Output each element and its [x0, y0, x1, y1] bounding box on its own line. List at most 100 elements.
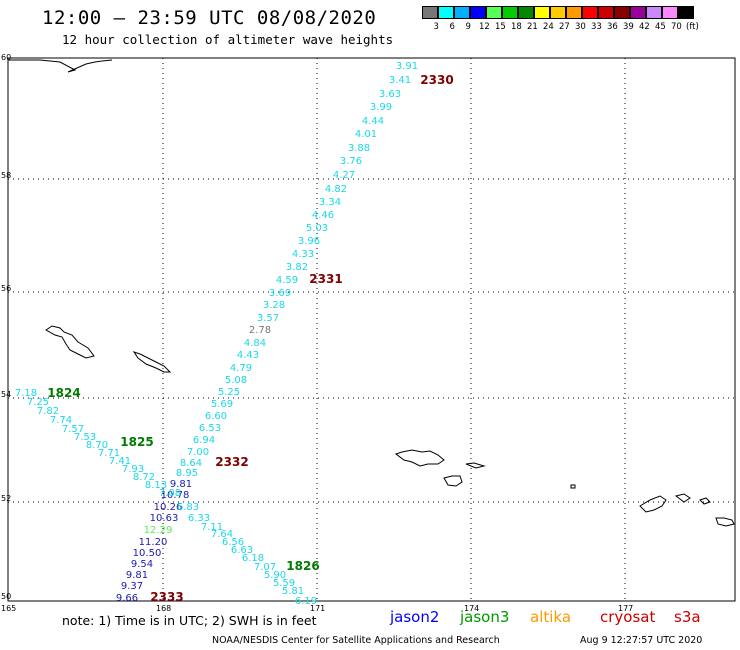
track-a-wave-height: 3.99	[370, 102, 392, 113]
track-a-wave-height: 3.34	[319, 197, 341, 208]
satellite-legend-s3a: s3a	[674, 608, 701, 626]
track-b-wave-height: 6.19	[295, 596, 317, 607]
aleutian-island-f	[674, 493, 691, 503]
colorbar-label: 21	[527, 22, 538, 32]
track-a-wave-height: 5.25	[218, 387, 240, 398]
aleutian-island-b	[443, 475, 463, 487]
track-a-wave-height: 5.03	[306, 223, 328, 234]
aleutian-islet-d	[570, 484, 576, 489]
track-b-wave-height: 7.25	[27, 397, 49, 408]
footer-note: note: 1) Time is in UTC; 2) SWH is in fe…	[62, 613, 317, 628]
lat-lon-grid	[8, 58, 735, 601]
latitude-tick-label: 52	[1, 494, 11, 503]
track-b-wave-height: 6.33	[188, 513, 210, 524]
track-a-wave-height: 3.41	[389, 75, 411, 86]
pass-time-label: 1825	[120, 435, 153, 449]
colorbar-label: 33	[591, 22, 602, 32]
pass-time-label: 1824	[47, 386, 80, 400]
track-b-wave-height: 5.81	[282, 586, 304, 597]
track-b-wave-height: 7.41	[109, 456, 131, 467]
track-b-wave-height: 6.83	[177, 502, 199, 513]
track-b-wave-height: 7.71	[98, 448, 120, 459]
longitude-tick-label: 168	[156, 604, 171, 613]
colorbar-label: 27	[559, 22, 570, 32]
track-a-wave-height: 3.76	[340, 156, 362, 167]
track-a-wave-height: 10.50	[133, 548, 162, 559]
colorbar-label: 3	[433, 22, 439, 32]
map-frame	[7, 57, 736, 602]
colorbar-swatch	[662, 6, 678, 19]
track-a-wave-height: 4.59	[276, 275, 298, 286]
track-a-wave-height: 4.46	[312, 210, 334, 221]
colorbar-swatch	[566, 6, 582, 19]
track-a-wave-height: 3.57	[257, 313, 279, 324]
track-a-wave-height: 8.64	[180, 458, 202, 469]
colorbar-label: 39	[623, 22, 634, 32]
track-a-wave-height: 9.54	[131, 559, 153, 570]
track-a-wave-height: 12.29	[144, 525, 173, 536]
credit-line: NOAA/NESDIS Center for Satellite Applica…	[212, 635, 500, 646]
track-b-wave-height: 7.74	[50, 415, 72, 426]
aleutian-island-g	[699, 497, 711, 505]
track-b-wave-height: 7.07	[254, 562, 276, 573]
colorbar-swatch	[422, 6, 438, 19]
track-a-wave-height: 4.27	[333, 170, 355, 181]
colorbar-swatch	[598, 6, 614, 19]
colorbar-label: 45	[655, 22, 666, 32]
colorbar-label: 12	[479, 22, 490, 32]
track-a-wave-height: 9.81	[170, 479, 192, 490]
colorbar-label: 6	[449, 22, 455, 32]
latitude-tick-label: 54	[1, 390, 11, 399]
track-b-wave-height: 7.82	[37, 406, 59, 417]
track-a-wave-height: 3.63	[379, 89, 401, 100]
latitude-tick-label: 60	[1, 53, 11, 62]
colorbar-label: 36	[607, 22, 618, 32]
longitude-tick-label: 177	[618, 604, 633, 613]
track-a-wave-height: 8.95	[176, 468, 198, 479]
track-a-wave-height: 3.91	[396, 61, 418, 72]
colorbar-swatch	[630, 6, 646, 19]
track-a-wave-height: 9.81	[126, 570, 148, 581]
colorbar-label: 18	[511, 22, 522, 32]
track-a-wave-height: 7.00	[187, 447, 209, 458]
landmass-outlines	[8, 59, 735, 527]
pass-time-label: 2332	[215, 455, 248, 469]
latitude-tick-label: 58	[1, 171, 11, 180]
pass-time-label: 2333	[150, 590, 183, 604]
track-a-wave-height: 5.69	[211, 399, 233, 410]
colorbar-swatch	[534, 6, 550, 19]
track-a-wave-height: 3.88	[348, 143, 370, 154]
colorbar-legend	[422, 6, 694, 19]
colorbar-label: 15	[495, 22, 506, 32]
track-a-wave-height: 3.82	[286, 262, 308, 273]
aleutian-island-h	[715, 517, 735, 527]
track-a-wave-height: 5.08	[225, 375, 247, 386]
track-b-wave-height: 7.08	[159, 488, 181, 499]
colorbar-swatch	[470, 6, 486, 19]
alaska-peninsula-coast	[8, 59, 113, 73]
colorbar-swatch	[454, 6, 470, 19]
colorbar-swatch	[518, 6, 534, 19]
satellite-legend-jason3: jason3	[460, 608, 510, 626]
page-title: 12:00 — 23:59 UTC 08/08/2020	[42, 7, 377, 29]
track-a-wave-height: 10.78	[161, 490, 190, 501]
track-b-wave-height: 5.90	[264, 570, 286, 581]
pass-time-labels: 2330 2331 2332 2333 1824 1825 1826	[47, 73, 453, 604]
track-a-wave-height: 9.37	[121, 581, 143, 592]
colorbar-label: 30	[575, 22, 586, 32]
satellite-legend-altika: altika	[530, 608, 572, 626]
colorbar-swatch	[486, 6, 502, 19]
track-a-wave-height: 4.82	[325, 184, 347, 195]
track-a-wave-height: 4.43	[237, 350, 259, 361]
track-a-wave-height: 10.63	[150, 513, 179, 524]
track-a-wave-height: 6.94	[193, 435, 215, 446]
longitude-tick-label: 174	[464, 604, 479, 613]
latitude-tick-label: 50	[1, 592, 11, 601]
track-a-wave-height: 3.96	[298, 236, 320, 247]
track-a-wave-height: 9.66	[116, 593, 138, 604]
colorbar-label: 9	[465, 22, 471, 32]
satellite-legend-jason2: jason2	[390, 608, 440, 626]
track-b-wave-height: 7.11	[201, 522, 223, 533]
longitude-tick-label: 165	[1, 604, 16, 613]
